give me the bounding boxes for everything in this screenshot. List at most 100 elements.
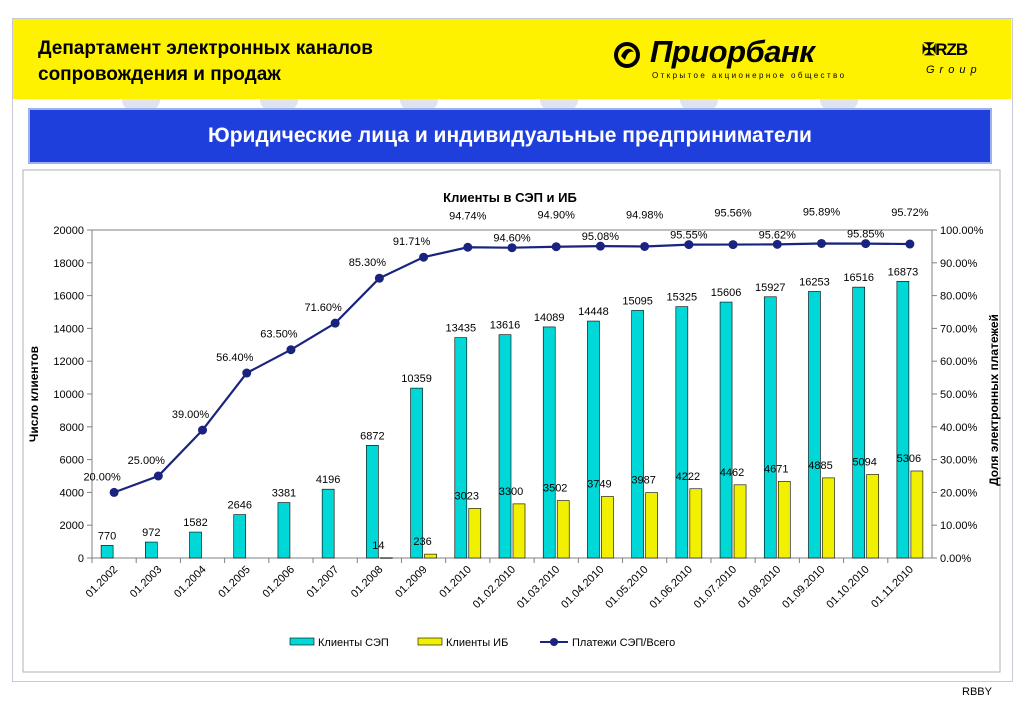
bar-ib-label: 236 <box>413 536 431 548</box>
y2-tick-label: 40.00% <box>940 422 978 434</box>
bar-sep-label: 3381 <box>272 488 296 500</box>
y2-tick-label: 60.00% <box>940 356 978 368</box>
y-tick-label: 10000 <box>53 389 84 401</box>
rzb-logo: ✠RZB Group <box>922 40 992 80</box>
bar-sep <box>631 310 644 559</box>
bar-sep-label: 6872 <box>360 430 384 442</box>
line-point-label: 95.62% <box>759 229 797 241</box>
y2-tick-label: 80.00% <box>940 291 978 303</box>
chart-title: Клиенты в СЭП и ИБ <box>443 190 577 205</box>
line-point <box>374 273 384 283</box>
y2-tick-label: 90.00% <box>940 258 978 270</box>
rzb-logo-text: RZB <box>935 40 968 59</box>
line-point <box>330 318 340 328</box>
y2-axis-title: Доля электронных платежей <box>987 314 1001 486</box>
bar-sep-label: 13616 <box>490 320 521 332</box>
line-point <box>728 240 738 250</box>
y-tick-label: 2000 <box>60 520 84 532</box>
line-point-label: 71.60% <box>305 302 343 314</box>
line-point-label: 85.30% <box>349 257 387 269</box>
decor-tab <box>540 98 578 110</box>
line-point <box>286 345 296 355</box>
bar-sep <box>189 531 202 559</box>
line-point <box>551 242 561 252</box>
y2-tick-label: 50.00% <box>940 389 978 401</box>
y-tick-label: 20000 <box>53 225 84 237</box>
bar-sep-label: 15606 <box>711 287 742 299</box>
bar-sep-label: 770 <box>98 530 116 542</box>
line-point <box>419 252 429 262</box>
bar-sep-label: 4196 <box>316 474 340 486</box>
bar-ib-label: 3502 <box>543 483 567 495</box>
bar-sep-label: 15095 <box>622 295 653 307</box>
bar-sep-label: 13435 <box>445 323 476 335</box>
bar-sep <box>366 444 379 559</box>
line-point <box>772 239 782 249</box>
line-point-label: 94.98% <box>626 209 664 221</box>
y2-tick-label: 10.00% <box>940 520 978 532</box>
bar-ib-label: 4671 <box>764 463 788 475</box>
y-tick-label: 0 <box>78 553 84 565</box>
line-point-label: 63.50% <box>260 329 298 341</box>
line-point <box>905 239 915 249</box>
line-point <box>640 241 650 251</box>
bar-sep <box>410 387 423 559</box>
line-point-label: 95.89% <box>803 206 841 218</box>
bar-ib <box>910 470 924 559</box>
bar-ib-label: 3023 <box>455 490 479 502</box>
line-point <box>198 425 208 435</box>
line-point-label: 95.72% <box>891 207 929 219</box>
line-point-label: 95.85% <box>847 229 885 241</box>
y2-tick-label: 70.00% <box>940 323 978 335</box>
line-point <box>595 241 605 251</box>
bar-ib <box>645 492 658 559</box>
bar-ib-label: 4222 <box>676 471 700 483</box>
y2-tick-label: 0.00% <box>940 553 971 565</box>
decor-tab <box>680 98 718 110</box>
bar-ib-label: 4885 <box>808 460 832 472</box>
bar-sep-label: 972 <box>142 527 160 539</box>
bar-sep-label: 14089 <box>534 312 565 324</box>
line-point-label: 95.08% <box>582 231 620 243</box>
bar-ib <box>777 481 791 559</box>
title-banner: Юридические лица и индивидуальные предпр… <box>28 108 992 164</box>
line-point <box>861 239 871 249</box>
line-point <box>684 240 694 250</box>
decor-tab <box>260 98 298 110</box>
bar-ib <box>689 488 703 559</box>
bar-sep <box>675 306 689 559</box>
bar-sep <box>100 545 114 559</box>
bar-sep-label: 16516 <box>843 272 874 284</box>
bar-sep <box>587 320 600 559</box>
bar-ib <box>556 500 570 559</box>
legend-swatch <box>417 637 443 646</box>
y-tick-label: 18000 <box>53 258 84 270</box>
bar-sep <box>233 514 247 559</box>
y2-tick-label: 100.00% <box>940 225 984 237</box>
y-tick-label: 6000 <box>60 455 84 467</box>
bar-ib-label: 5306 <box>897 453 921 465</box>
banner-title: Юридические лица и индивидуальные предпр… <box>208 124 812 147</box>
line-point <box>109 487 119 497</box>
bar-ib <box>866 474 879 559</box>
bar-sep <box>277 502 291 559</box>
line-point-label: 56.40% <box>216 352 254 364</box>
bar-ib-label: 5094 <box>852 456 876 468</box>
bar-sep <box>321 488 335 559</box>
rzb-group-text: Group <box>926 64 982 76</box>
y2-tick-label: 20.00% <box>940 487 978 499</box>
bar-sep-label: 15927 <box>755 282 786 294</box>
y-tick-label: 4000 <box>60 487 84 499</box>
bar-sep-label: 2646 <box>227 500 251 512</box>
bar-ib-label: 3749 <box>587 479 611 491</box>
legend-swatch <box>289 637 315 646</box>
bar-sep <box>808 291 821 559</box>
line-point-label: 94.74% <box>449 210 487 222</box>
legend-label: Клиенты ИБ <box>446 637 508 649</box>
bar-sep-label: 15325 <box>667 292 698 304</box>
decor-tab <box>820 98 858 110</box>
plot-area <box>91 229 933 559</box>
line-point-label: 20.00% <box>83 471 121 483</box>
line-point-label: 95.56% <box>714 208 752 220</box>
